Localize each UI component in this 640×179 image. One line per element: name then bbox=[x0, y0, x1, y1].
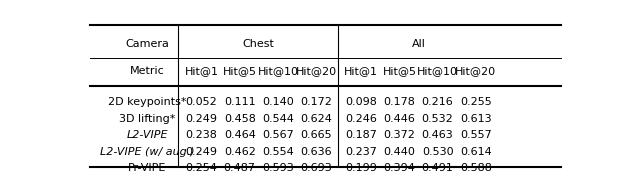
Text: L2-VIPE (w/ aug.): L2-VIPE (w/ aug.) bbox=[100, 147, 195, 157]
Text: 0.246: 0.246 bbox=[346, 114, 377, 124]
Text: 0.530: 0.530 bbox=[422, 147, 453, 157]
Text: 0.487: 0.487 bbox=[224, 163, 256, 173]
Text: Hit@5: Hit@5 bbox=[223, 66, 257, 76]
Text: 0.440: 0.440 bbox=[383, 147, 415, 157]
Text: Pr-VIPE: Pr-VIPE bbox=[128, 163, 166, 173]
Text: Metric: Metric bbox=[129, 66, 164, 76]
Text: 0.588: 0.588 bbox=[460, 163, 492, 173]
Text: 0.254: 0.254 bbox=[186, 163, 218, 173]
Text: 0.199: 0.199 bbox=[346, 163, 377, 173]
Text: 0.557: 0.557 bbox=[460, 130, 492, 140]
Text: 0.172: 0.172 bbox=[300, 97, 332, 107]
Text: 0.464: 0.464 bbox=[224, 130, 255, 140]
Text: Hit@10: Hit@10 bbox=[417, 66, 458, 76]
Text: Hit@20: Hit@20 bbox=[296, 66, 337, 76]
Text: Hit@10: Hit@10 bbox=[257, 66, 298, 76]
Text: 0.614: 0.614 bbox=[460, 147, 492, 157]
Text: 0.098: 0.098 bbox=[346, 97, 377, 107]
Text: 0.624: 0.624 bbox=[300, 114, 332, 124]
Text: 0.491: 0.491 bbox=[422, 163, 454, 173]
Text: Hit@1: Hit@1 bbox=[184, 66, 218, 76]
Text: Hit@5: Hit@5 bbox=[383, 66, 417, 76]
Text: Hit@1: Hit@1 bbox=[344, 66, 378, 76]
Text: 0.554: 0.554 bbox=[262, 147, 294, 157]
Text: 0.237: 0.237 bbox=[346, 147, 377, 157]
Text: 0.462: 0.462 bbox=[224, 147, 255, 157]
Text: 0.544: 0.544 bbox=[262, 114, 294, 124]
Text: 0.693: 0.693 bbox=[300, 163, 332, 173]
Text: 0.446: 0.446 bbox=[383, 114, 415, 124]
Text: Camera: Camera bbox=[125, 39, 169, 49]
Text: 0.187: 0.187 bbox=[346, 130, 377, 140]
Text: 0.567: 0.567 bbox=[262, 130, 294, 140]
Text: L2-VIPE: L2-VIPE bbox=[126, 130, 168, 140]
Text: 0.216: 0.216 bbox=[422, 97, 454, 107]
Text: 0.532: 0.532 bbox=[422, 114, 454, 124]
Text: Chest: Chest bbox=[243, 39, 275, 49]
Text: 0.052: 0.052 bbox=[186, 97, 218, 107]
Text: 0.111: 0.111 bbox=[224, 97, 255, 107]
Text: 0.665: 0.665 bbox=[300, 130, 332, 140]
Text: Hit@20: Hit@20 bbox=[455, 66, 497, 76]
Text: 2D keypoints*: 2D keypoints* bbox=[108, 97, 186, 107]
Text: 0.255: 0.255 bbox=[460, 97, 492, 107]
Text: 0.636: 0.636 bbox=[300, 147, 332, 157]
Text: 0.178: 0.178 bbox=[383, 97, 415, 107]
Text: 0.249: 0.249 bbox=[186, 114, 218, 124]
Text: 0.140: 0.140 bbox=[262, 97, 294, 107]
Text: 0.238: 0.238 bbox=[186, 130, 218, 140]
Text: 0.463: 0.463 bbox=[422, 130, 454, 140]
Text: 3D lifting*: 3D lifting* bbox=[119, 114, 175, 124]
Text: 0.249: 0.249 bbox=[186, 147, 218, 157]
Text: 0.458: 0.458 bbox=[224, 114, 255, 124]
Text: 0.394: 0.394 bbox=[383, 163, 415, 173]
Text: All: All bbox=[412, 39, 426, 49]
Text: 0.372: 0.372 bbox=[383, 130, 415, 140]
Text: 0.613: 0.613 bbox=[460, 114, 492, 124]
Text: 0.593: 0.593 bbox=[262, 163, 294, 173]
